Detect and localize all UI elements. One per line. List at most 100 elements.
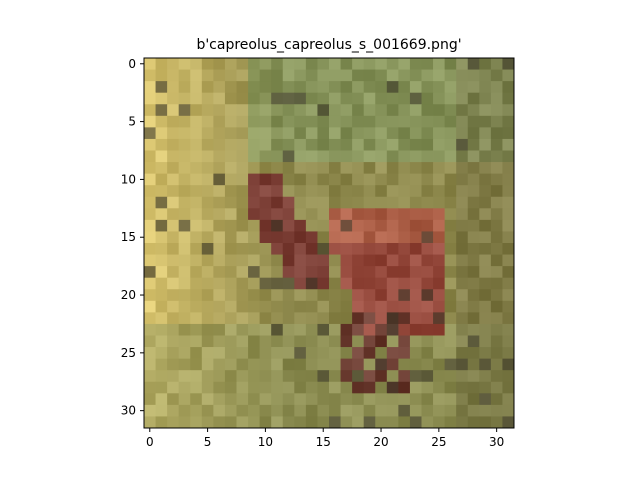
image-pixel (352, 185, 364, 197)
image-pixel (468, 370, 480, 382)
image-pixel (491, 151, 503, 163)
image-pixel (306, 347, 318, 359)
image-pixel (317, 382, 329, 394)
image-pixel (294, 220, 306, 232)
image-pixel (491, 220, 503, 232)
y-tick-label: 5 (128, 115, 136, 129)
image-pixel (468, 93, 480, 105)
image-pixel (422, 289, 434, 301)
x-axis: 0 5 10 15 20 25 30 (146, 428, 504, 449)
image-pixel (260, 324, 272, 336)
image-pixel (202, 347, 214, 359)
image-pixel (422, 116, 434, 128)
image-pixel (387, 220, 399, 232)
image-pixel (179, 405, 191, 417)
image-pixel (283, 70, 295, 82)
image-pixel (445, 58, 457, 70)
image-pixel (422, 278, 434, 290)
image-pixel (271, 301, 283, 313)
image-pixel (225, 289, 237, 301)
image-pixel (445, 370, 457, 382)
image-pixel (306, 162, 318, 174)
image-pixel (225, 127, 237, 139)
image-pixel (190, 139, 202, 151)
image-pixel (375, 336, 387, 348)
image-pixel (479, 70, 491, 82)
image-pixel (167, 347, 179, 359)
image-pixel (260, 243, 272, 255)
image-pixel (479, 301, 491, 313)
image-pixel (433, 382, 445, 394)
image-pixel (213, 81, 225, 93)
image-pixel (479, 104, 491, 116)
image-pixel (190, 393, 202, 405)
image-pixel (491, 416, 503, 428)
image-pixel (479, 208, 491, 220)
image-pixel (352, 220, 364, 232)
image-pixel (190, 370, 202, 382)
image-pixel (190, 58, 202, 70)
image-pixel (410, 208, 422, 220)
image-pixel (283, 243, 295, 255)
image-pixel (248, 312, 260, 324)
image-pixel (433, 162, 445, 174)
image-pixel (445, 127, 457, 139)
y-tick-label: 20 (121, 288, 136, 302)
image-pixel (248, 162, 260, 174)
image-pixel (364, 127, 376, 139)
image-pixel (433, 220, 445, 232)
image-pixel (317, 58, 329, 70)
image-pixel (398, 243, 410, 255)
image-pixel (225, 347, 237, 359)
image-pixel (410, 324, 422, 336)
image-pixel (375, 220, 387, 232)
image-pixel (225, 81, 237, 93)
image-pixel (144, 312, 156, 324)
image-pixel (329, 382, 341, 394)
image-pixel (352, 162, 364, 174)
image-pixel (306, 370, 318, 382)
image-pixel (237, 405, 249, 417)
image-pixel (317, 393, 329, 405)
image-pixel (225, 104, 237, 116)
image-pixel (237, 231, 249, 243)
image-pixel (341, 139, 353, 151)
image-pixel (260, 220, 272, 232)
image-pixel (294, 139, 306, 151)
image-pixel (491, 58, 503, 70)
image-pixel (479, 231, 491, 243)
image-pixel (491, 278, 503, 290)
image-pixel (422, 185, 434, 197)
image-pixel (398, 174, 410, 186)
image-pixel (156, 393, 168, 405)
image-pixel (294, 416, 306, 428)
image-pixel (190, 278, 202, 290)
image-pixel (364, 336, 376, 348)
image-pixel (398, 336, 410, 348)
image-pixel (433, 93, 445, 105)
image-pixel (502, 278, 514, 290)
image-pixel (202, 359, 214, 371)
image-pixel (433, 231, 445, 243)
image-pixel (237, 70, 249, 82)
image-pixel (456, 139, 468, 151)
image-pixel (317, 312, 329, 324)
image-pixel (502, 312, 514, 324)
image-pixel (271, 255, 283, 267)
image-pixel (364, 220, 376, 232)
image-pixel (468, 393, 480, 405)
image-pixel (491, 81, 503, 93)
image-pixel (260, 116, 272, 128)
image-pixel (341, 324, 353, 336)
image-pixel (306, 58, 318, 70)
image-pixel (329, 301, 341, 313)
image-pixel (398, 139, 410, 151)
image-pixel (456, 151, 468, 163)
image-pixel (456, 185, 468, 197)
image-pixel (294, 278, 306, 290)
image-pixel (398, 278, 410, 290)
image-pixel (387, 393, 399, 405)
image-pixel (306, 93, 318, 105)
image-pixel (237, 324, 249, 336)
image-pixel (433, 289, 445, 301)
